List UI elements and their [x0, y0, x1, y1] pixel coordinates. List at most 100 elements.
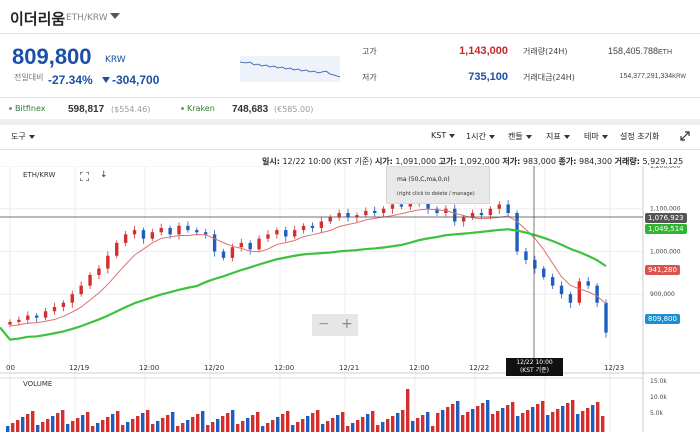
volume-bar [206, 425, 210, 432]
exchange-price: 748,683 [232, 104, 269, 115]
indicator-tooltip[interactable]: ma (50,C,ma,0,n) (right click to delete … [386, 166, 490, 204]
zoom-out-button[interactable]: − [318, 316, 330, 332]
volume-bar [61, 410, 65, 432]
volume-bar [316, 410, 320, 432]
volume-bar [461, 415, 465, 432]
volume-bar [96, 423, 100, 432]
candle-body [257, 238, 261, 250]
candle-select[interactable]: 캔들 [508, 131, 532, 142]
volume-tick-label: 10.0k [650, 394, 667, 401]
volume-bars [6, 389, 605, 432]
y-tick-label: 1,000,000 [650, 248, 681, 255]
bullet-icon [9, 107, 12, 110]
volume-bar [531, 407, 535, 432]
candle-body [488, 208, 493, 216]
fullscreen-icon[interactable] [80, 172, 89, 181]
volume-bar [326, 421, 330, 432]
volume-bar [546, 415, 550, 432]
volume-bar [371, 411, 375, 432]
candle-body [186, 225, 190, 231]
price-tag-crosshair: 1,076,923 [645, 213, 687, 223]
volume-bar [596, 402, 600, 432]
volume-bar [341, 412, 345, 432]
exchange-name: Bitfinex [15, 104, 46, 113]
candle-body [550, 277, 555, 286]
candle-body [115, 242, 119, 256]
indicators-select[interactable]: 지표 [546, 131, 570, 142]
candle-body [34, 315, 39, 318]
volume-bar [46, 419, 50, 432]
volume-bar [131, 419, 135, 432]
candle-body [568, 294, 573, 303]
high-label: 고가 [362, 47, 377, 56]
volume-bar [116, 411, 120, 432]
timezone-select[interactable]: KST [431, 131, 456, 140]
candle-body [79, 285, 83, 295]
volume-bar [431, 426, 435, 432]
candle-body [364, 210, 368, 216]
low-value: 735,100 [468, 71, 508, 83]
volume-bar [286, 411, 290, 432]
volume-bar [291, 425, 295, 432]
exchange-price: 598,817 [68, 104, 105, 115]
candle-body [230, 247, 235, 258]
y-tick-label: 1,200,000 [650, 166, 681, 170]
volume-bar [36, 425, 40, 432]
volume-tick-label: 5.0k [650, 410, 664, 417]
volume-bar [146, 410, 150, 432]
candle-body [435, 208, 439, 213]
arrow-down-icon[interactable]: ↓ [100, 170, 108, 180]
volume-bar [436, 413, 440, 432]
volume-bar [366, 414, 370, 432]
volume-bar [56, 413, 60, 432]
x-tick-label: 12:00 [139, 364, 159, 372]
volume-bar [136, 416, 140, 432]
x-tick-label: 12:00 [274, 364, 294, 372]
volume-bar [486, 400, 490, 432]
tools-menu[interactable]: 도구 [11, 131, 35, 142]
volume-bar [236, 424, 240, 432]
volume-bar [141, 413, 145, 432]
volume-bar [31, 411, 35, 432]
expand-icon[interactable] [680, 131, 690, 141]
candle-body [239, 242, 243, 248]
candle-body [301, 225, 306, 231]
divider [0, 97, 700, 98]
price-chart[interactable]: 0012/1912:0012/2012:0012/2112:0012/2212:… [0, 166, 700, 432]
change-amount: -304,700 [112, 73, 160, 87]
candle-body [43, 311, 48, 318]
candle-body [150, 232, 155, 239]
ma-red-line [9, 208, 607, 327]
reset-settings-button[interactable]: 설정 초기화 [620, 132, 660, 141]
candle-body [292, 230, 297, 237]
volume-bar [241, 421, 245, 432]
theme-select[interactable]: 테마 [584, 131, 608, 142]
volume-bar [551, 412, 555, 432]
candle-body [97, 268, 101, 275]
candle-body [159, 227, 163, 233]
candle-body [52, 307, 57, 312]
candle-body [8, 321, 12, 325]
candle-body [221, 251, 226, 258]
volume-bar [21, 417, 25, 432]
volume-bar [256, 412, 260, 432]
volume-bar [591, 405, 595, 432]
volume-24h-label: 거래량(24H) [523, 47, 568, 56]
y-tick-label: 900,000 [650, 291, 675, 298]
candle-body [426, 200, 430, 209]
chevron-down-icon[interactable] [110, 13, 120, 19]
x-tick-label: 12/19 [69, 364, 89, 372]
candle-body [275, 230, 279, 235]
candle-body [381, 208, 386, 213]
candle-body [168, 227, 172, 235]
volume-bar [11, 423, 15, 432]
coin-pair[interactable]: ETH/KRW [66, 13, 108, 23]
candle-body [461, 217, 466, 222]
crosshair-date-label: 12/22 10:00 (KST 기준) [506, 358, 563, 376]
volume-bar [76, 418, 80, 432]
volume-bar [321, 424, 325, 432]
volume-bar [451, 404, 455, 432]
volume-bar [201, 411, 205, 432]
zoom-in-button[interactable]: + [341, 316, 353, 332]
interval-select[interactable]: 1시간 [466, 131, 495, 142]
